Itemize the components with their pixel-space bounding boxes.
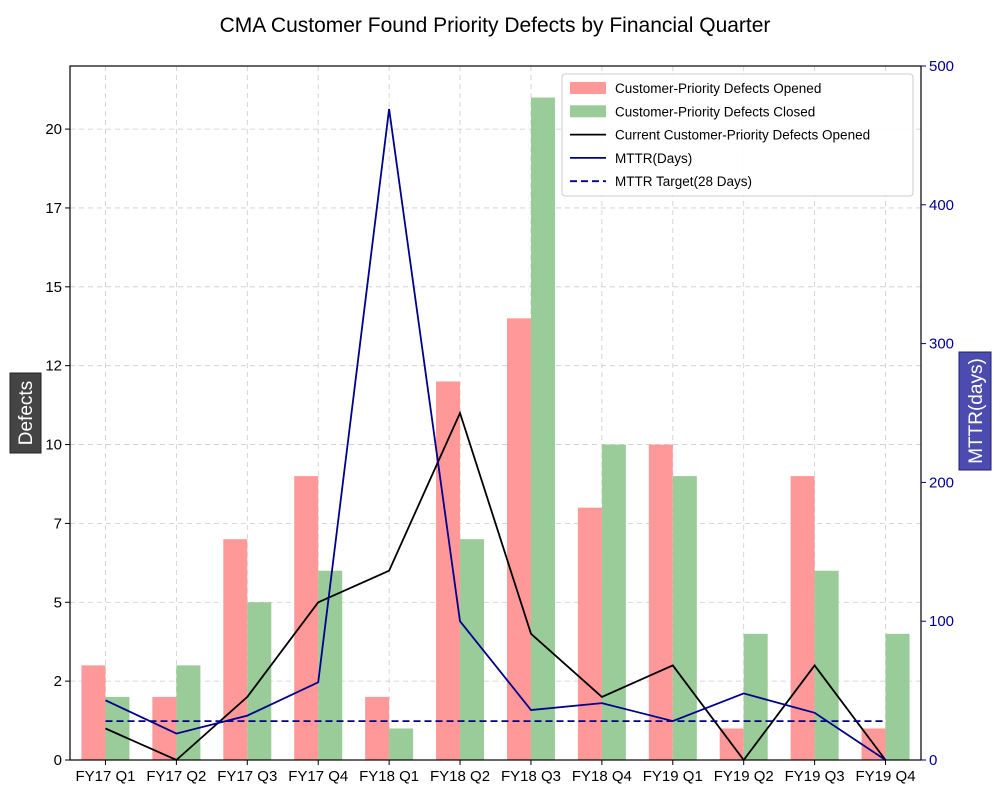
legend-label: Current Customer-Priority Defects Opened <box>615 128 870 143</box>
y-axis-left-label: Defects <box>9 372 42 454</box>
y-right-tick-label: 500 <box>929 58 954 75</box>
legend-swatch <box>570 82 606 94</box>
lines <box>105 108 887 762</box>
x-tick-label: FY17 Q3 <box>217 768 277 785</box>
x-tick-label: FY18 Q1 <box>359 768 419 785</box>
bar-closed-12 <box>885 633 910 760</box>
bar-opened-5 <box>365 696 390 760</box>
bar-closed-1 <box>105 696 130 760</box>
legend-box <box>561 73 914 197</box>
y-axis-right-label: MTTR(days) <box>958 351 992 471</box>
y-left-tick-label: 12 <box>45 358 62 375</box>
bar-opened-6 <box>436 381 461 760</box>
bar-opened-8 <box>577 507 602 760</box>
legend-label: Customer-Priority Defects Opened <box>615 81 821 96</box>
x-tick-label: FY17 Q2 <box>146 768 206 785</box>
legend: Customer-Priority Defects Opened Customer… <box>561 73 914 197</box>
line-series-1 <box>105 410 887 762</box>
y-right-tick-label: 200 <box>929 474 954 491</box>
bar-opened-9 <box>648 444 673 760</box>
bar-closed-4 <box>318 570 343 760</box>
x-tick-label: FY17 Q1 <box>75 768 135 785</box>
y-left-tick-label: 5 <box>54 594 62 611</box>
x-tick-label: FY18 Q2 <box>430 768 490 785</box>
bar-closed-8 <box>601 444 626 760</box>
legend-label: MTTR(Days) <box>615 151 692 166</box>
bar-opened-1 <box>81 665 106 760</box>
y-right-tick-label: 300 <box>929 336 954 353</box>
bar-closed-6 <box>460 539 485 760</box>
y-left-tick-label: 2 <box>54 673 62 690</box>
chart-title: CMA Customer Found Priority Defects by F… <box>220 14 771 37</box>
legend-swatch <box>570 105 606 118</box>
bar-closed-5 <box>389 728 414 760</box>
line-series-2 <box>105 108 886 761</box>
bar-closed-7 <box>530 97 555 760</box>
y-axis-left-label-text: Defects <box>16 381 37 445</box>
y-right-tick-label: 0 <box>929 752 937 769</box>
y-left-tick-label: 17 <box>45 200 62 217</box>
bar-closed-2 <box>176 665 201 760</box>
x-tick-label: FY17 Q4 <box>288 768 348 785</box>
x-tick-label: FY18 Q3 <box>501 768 561 785</box>
y-left-tick-label: 15 <box>45 279 62 296</box>
y-left-tick-label: 20 <box>45 121 62 138</box>
x-tick-label: FY19 Q1 <box>643 768 703 785</box>
plot-frame <box>69 65 922 761</box>
legend-label: Customer-Priority Defects Closed <box>615 104 815 119</box>
y-left-tick-label: 0 <box>54 752 62 769</box>
bar-opened-3 <box>223 539 248 760</box>
x-tick-label: FY19 Q4 <box>856 768 916 785</box>
y-left-tick-label: 7 <box>54 515 62 532</box>
bar-opened-11 <box>790 476 815 760</box>
bars <box>81 97 910 760</box>
bar-opened-7 <box>506 318 531 760</box>
legend-label: MTTR Target(28 Days) <box>615 174 752 189</box>
bar-closed-9 <box>672 476 697 760</box>
x-tick-label: FY19 Q2 <box>714 768 774 785</box>
y-left-tick-label: 10 <box>45 437 62 454</box>
y-axis-right-label-text: MTTR(days) <box>966 358 987 464</box>
bar-closed-11 <box>814 570 839 760</box>
y-right-tick-label: 400 <box>929 197 954 214</box>
x-tick-label: FY18 Q4 <box>572 768 632 785</box>
x-tick-label: FY19 Q3 <box>785 768 845 785</box>
y-right-tick-label: 100 <box>929 613 954 630</box>
